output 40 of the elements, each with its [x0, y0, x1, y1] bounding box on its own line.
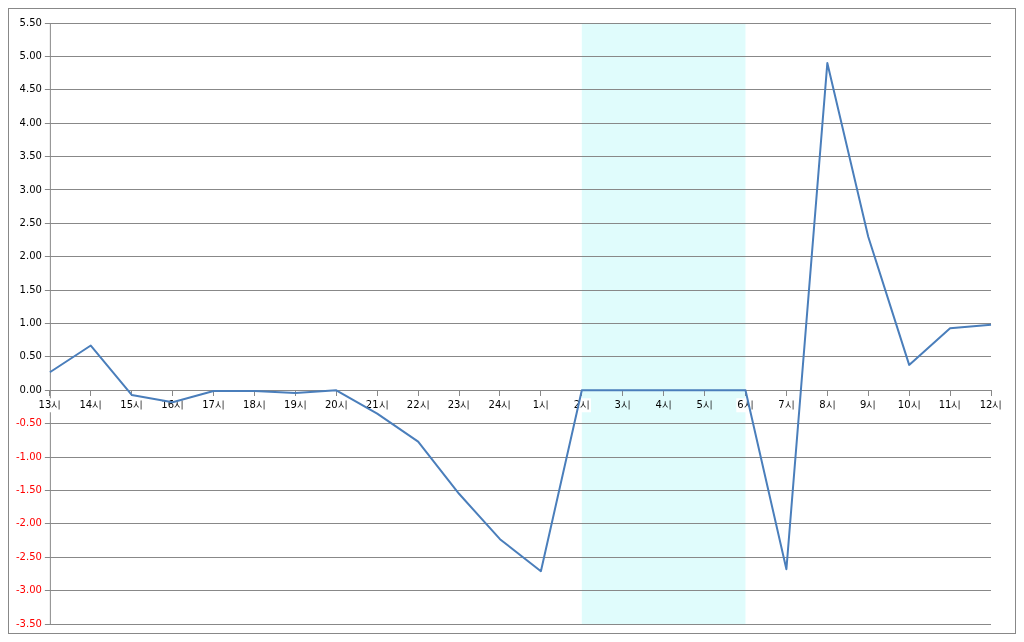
y-tick-label: 5.50 — [19, 16, 42, 28]
y-tick-label: -1.50 — [16, 484, 42, 496]
x-tick-label: 18시 — [243, 398, 266, 410]
x-tick-label: 8시 — [819, 398, 836, 410]
y-tick-label: 0.00 — [19, 383, 42, 395]
y-tick-label: -3.00 — [16, 584, 42, 596]
x-tick-label: 5시 — [696, 398, 713, 410]
y-tick-label: -0.50 — [16, 417, 42, 429]
y-tick-label: 0.50 — [19, 350, 42, 362]
y-tick-label: -1.00 — [16, 450, 42, 462]
y-tick-label: 1.00 — [19, 317, 42, 329]
x-tick-label: 10시 — [897, 398, 921, 410]
y-tick-label: -3.50 — [16, 617, 42, 629]
x-tick-label: 4시 — [655, 398, 672, 410]
y-tick-label: -2.50 — [16, 550, 42, 562]
y-tick-label: -2.00 — [16, 517, 42, 529]
x-tick-label: 14시 — [79, 398, 103, 410]
y-tick-label: 2.00 — [19, 250, 42, 262]
x-tick-label: 12시 — [979, 398, 1003, 410]
y-tick-label: 3.50 — [19, 150, 42, 162]
y-tick-label: 3.00 — [19, 183, 42, 195]
y-tick-label: 4.50 — [19, 83, 42, 95]
x-tick-label: 23시 — [447, 398, 471, 410]
x-tick-label: 17시 — [202, 398, 225, 410]
x-tick-label: 7시 — [778, 398, 795, 410]
y-tick-label: 4.00 — [19, 116, 42, 128]
x-tick-label: 22시 — [406, 398, 430, 410]
x-tick-label: 3시 — [614, 398, 631, 410]
x-tick-label: 20시 — [324, 398, 348, 410]
x-tick-label: 19시 — [284, 398, 307, 410]
y-tick-label: 2.50 — [19, 216, 42, 228]
x-tick-label: 1시 — [532, 398, 550, 410]
x-tick-label: 13시 — [38, 398, 62, 410]
x-tick-label: 11시 — [938, 398, 962, 410]
y-tick-label: 1.50 — [19, 283, 42, 295]
x-tick-label: 9시 — [860, 398, 877, 410]
x-tick-label: 24시 — [488, 398, 512, 410]
y-tick-label: 5.00 — [19, 49, 42, 61]
x-tick-label: 21시 — [365, 398, 389, 410]
x-tick-label: 15시 — [120, 398, 144, 410]
